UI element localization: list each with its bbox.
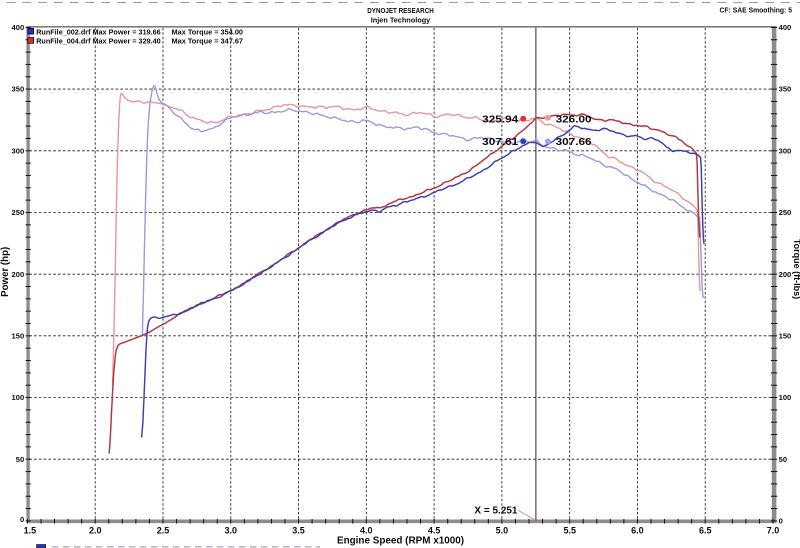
svg-text:50: 50 — [16, 455, 24, 464]
svg-text:Torque (ft-lbs): Torque (ft-lbs) — [792, 239, 800, 299]
svg-text:6.0: 6.0 — [631, 526, 644, 536]
svg-text:150: 150 — [12, 331, 25, 340]
svg-text:350: 350 — [12, 85, 25, 94]
svg-text:2.0: 2.0 — [89, 526, 102, 536]
svg-text:3.0: 3.0 — [225, 526, 238, 536]
svg-text:250: 250 — [12, 208, 25, 217]
svg-text:4.0: 4.0 — [360, 526, 373, 536]
svg-text:326.00: 326.00 — [556, 114, 593, 125]
svg-text:300: 300 — [12, 146, 25, 155]
svg-text:200: 200 — [12, 270, 25, 279]
svg-text:3.5: 3.5 — [292, 526, 305, 536]
svg-text:Max Torque = 347.67: Max Torque = 347.67 — [172, 37, 244, 46]
svg-text:0: 0 — [20, 515, 24, 524]
svg-text:Max Torque = 354.00: Max Torque = 354.00 — [172, 27, 244, 36]
svg-text:400: 400 — [12, 23, 25, 32]
svg-text:2.5: 2.5 — [157, 526, 170, 536]
svg-text:CF: SAE Smoothing: 5: CF: SAE Smoothing: 5 — [720, 5, 793, 14]
svg-text:0: 0 — [779, 517, 783, 526]
svg-text:Engine Speed (RPM x1000): Engine Speed (RPM x1000) — [337, 535, 464, 546]
svg-text:300: 300 — [779, 146, 792, 155]
svg-text:RunFile_004.drf Max Power = 32: RunFile_004.drf Max Power = 329.40 — [36, 37, 161, 46]
svg-text:1.5: 1.5 — [24, 526, 37, 536]
svg-text:350: 350 — [779, 85, 792, 94]
svg-text:325.94: 325.94 — [482, 114, 519, 125]
svg-text:RunFile_002.drf Max Power = 31: RunFile_002.drf Max Power = 319.66 — [36, 27, 161, 36]
svg-text:100: 100 — [779, 393, 792, 402]
svg-text:250: 250 — [779, 208, 792, 217]
svg-text:307.66: 307.66 — [556, 137, 593, 148]
svg-text:7.0: 7.0 — [767, 526, 780, 536]
svg-text:400: 400 — [779, 23, 792, 32]
svg-text:DYNOJET RESEARCH: DYNOJET RESEARCH — [367, 6, 434, 15]
svg-text:50: 50 — [779, 455, 787, 464]
svg-text:5.0: 5.0 — [496, 526, 509, 536]
svg-text:307.61: 307.61 — [482, 137, 519, 148]
svg-text:4.5: 4.5 — [428, 526, 441, 536]
svg-text:Power (hp): Power (hp) — [0, 247, 11, 297]
svg-text:100: 100 — [12, 393, 25, 402]
svg-text:150: 150 — [779, 331, 792, 340]
svg-text:X = 5.251: X = 5.251 — [474, 505, 518, 516]
svg-text:6.5: 6.5 — [699, 526, 712, 536]
svg-text:200: 200 — [779, 270, 792, 279]
svg-text:Injen Technology: Injen Technology — [371, 16, 431, 25]
svg-text:5.5: 5.5 — [563, 526, 576, 536]
